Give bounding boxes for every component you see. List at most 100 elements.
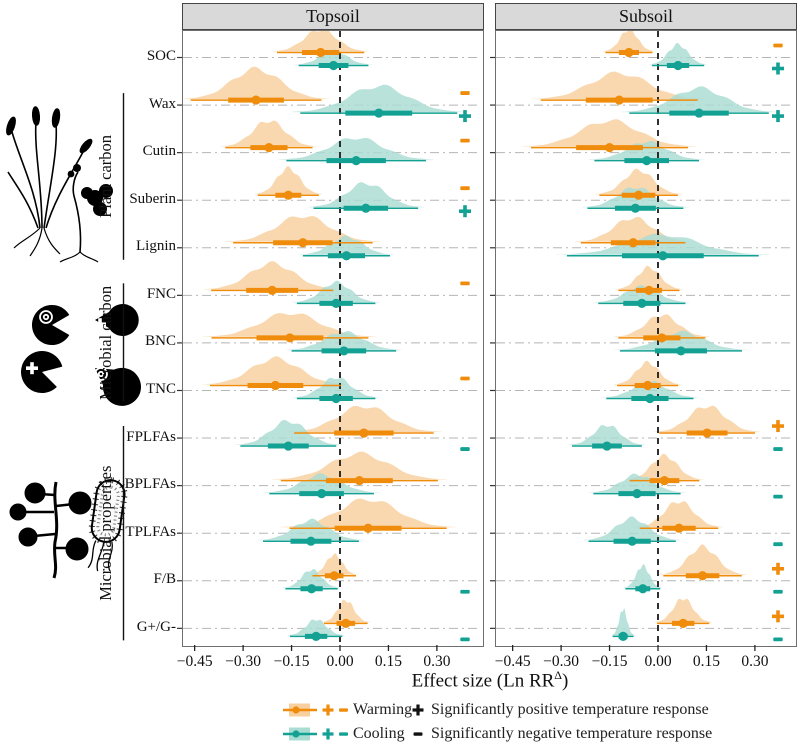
plant-icon [6,106,113,263]
cooling-median-dot [627,536,637,546]
warming-density [532,71,707,100]
x-tick-label: −0.15 [592,653,628,670]
cooling-density [623,564,663,588]
warming-median-dot [359,428,369,438]
cooling-density [588,473,686,493]
cooling-density [294,49,373,65]
warming-median-dot [674,523,684,533]
x-tick-label: −0.30 [543,653,579,670]
legend-sig-pos-label: Significantly positive temperature respo… [431,701,709,718]
panel-subsoil [495,30,797,647]
cooling-density [568,425,646,446]
warming-median-dot [264,143,274,153]
row-label-fplfas: FPLFAs [126,428,176,445]
warming-density [286,405,442,433]
x-tick-label: 0.00 [644,653,671,670]
cooling-median-dot [361,203,371,213]
sig-plus-marker [459,205,471,218]
warming-median-dot [363,523,373,533]
sig-plus-marker [459,110,471,123]
legend-warming: Warming [283,701,412,719]
sig-minus-marker [773,542,783,547]
cooling-median-dot [331,393,341,404]
group-label: Microbial properties [96,466,115,601]
sig-minus-marker [460,281,470,286]
sig-plus-marker [772,62,784,75]
microbial-properties-icon [9,477,128,579]
x-tick-label: 0.15 [375,653,402,670]
warming-swatch-icon [283,703,317,717]
warming-density [202,356,349,385]
density-layer [183,31,466,636]
warming-median-dot [251,95,261,105]
x-axis-label: Effect size (Ln RRΔ) [340,668,640,692]
warming-density [595,168,683,195]
row-label-fb: F/B [153,571,176,588]
warming-median-dot [702,428,712,438]
warming-density [625,453,704,480]
row-label-lignin: Lignin [136,238,176,255]
cooling-density [292,280,380,303]
row-label-gg: G+/G- [136,618,176,635]
warming-density [522,119,697,147]
warming-median-dot [285,333,295,343]
legend-warming-label: Warming [353,701,413,718]
cooling-density [611,608,635,636]
warming-density [272,451,447,480]
legend-sig-negative: Significantly negative temperature respo… [412,725,712,743]
legend-cooling: Cooling [283,725,405,743]
x-axis-label-text: Effect size (Ln RR [411,670,555,692]
cooling-median-dot [637,298,647,308]
cooling-median-dot [316,489,327,499]
cooling-median-dot [328,60,339,71]
row-label-bnc: BNC [145,333,176,350]
density-layer [522,31,777,636]
warming-density [321,599,370,623]
cooling-density [613,330,749,350]
warming-median-dot [267,285,277,295]
sig-minus-marker [460,376,470,381]
warming-density [602,31,656,52]
warming-median-dot [316,47,326,58]
x-tick-label: −0.45 [495,653,531,670]
cooling-median-dot [632,489,642,499]
x-tick-label: 0.00 [326,653,353,670]
warming-median-dot [354,476,364,486]
row-label-suberin: Suberin [129,190,176,207]
cooling-median-dot [694,108,704,118]
cooling-density [285,331,402,350]
warming-median-dot [604,143,615,153]
cooling-swatch-icon [283,727,317,741]
warming-density [254,166,323,195]
cooling-density [263,473,380,493]
sig-minus-icon [413,732,423,736]
row-label-wax: Wax [148,95,176,112]
warming-density [280,498,456,528]
warming-density [202,313,378,337]
row-label-bplfas: BPLFAs [124,476,176,493]
cooling-density [649,43,708,65]
warming-median-dot [283,190,293,200]
cooling-median-dot [638,584,648,594]
warming-density [204,261,340,290]
cooling-median-dot [374,108,384,118]
cooling-density [307,182,424,208]
sig-minus-marker [460,91,470,95]
cooling-density [583,516,681,541]
cooling-density [292,377,380,398]
warming-median-dot [298,238,308,248]
sig-minus-marker [460,186,470,191]
sig-minus-marker [773,589,783,594]
row-label-tnc: TNC [146,380,176,397]
panel-header-topsoil: Topsoil [182,3,484,30]
cooling-median-dot [306,584,317,594]
x-tick-label: 0.30 [423,653,450,670]
warming-median-dot [624,47,634,58]
x-tick-label: 0.15 [693,653,720,670]
cooling-median-dot [618,631,628,641]
x-tick-label: −0.15 [274,653,310,670]
cooling-density [621,86,777,113]
panel-title: Topsoil [306,6,360,26]
